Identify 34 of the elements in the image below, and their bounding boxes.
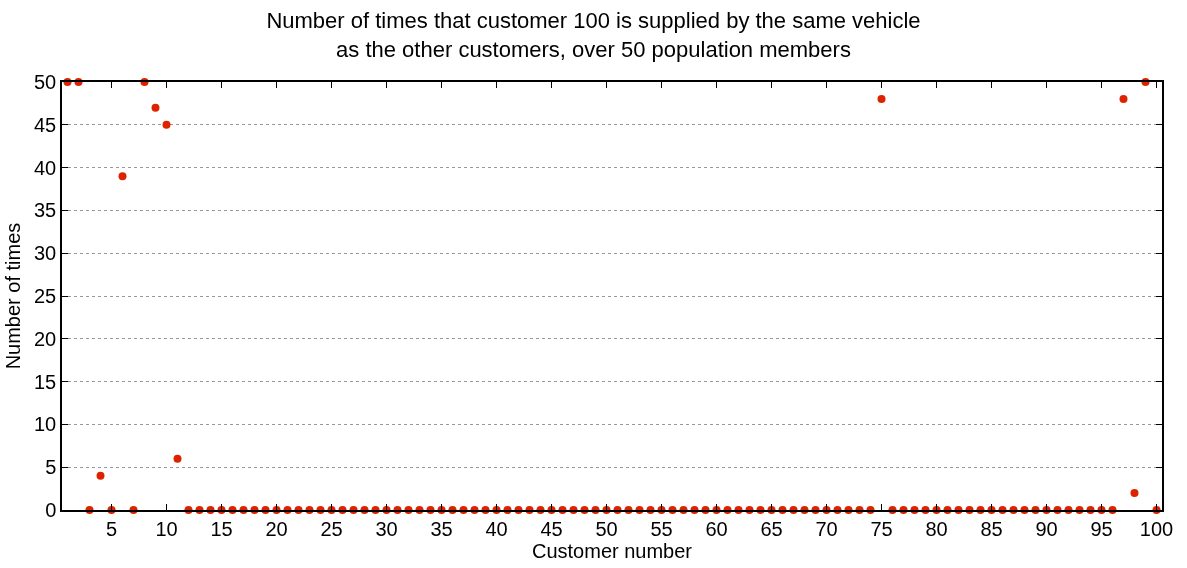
x-tick-label: 40 bbox=[485, 517, 508, 540]
x-tick-label: 65 bbox=[760, 517, 783, 540]
y-axis-title: Number of times bbox=[2, 222, 24, 370]
x-tick-label: 70 bbox=[815, 517, 838, 540]
x-tick-label: 100 bbox=[1139, 517, 1174, 540]
x-tick-label: 50 bbox=[595, 517, 618, 540]
y-tick-label: 0 bbox=[45, 499, 57, 521]
chart-title: Number of times that customer 100 is supplied by the same vehicle as the other customers, over 50 population members bbox=[266, 8, 921, 62]
x-tick-label: 80 bbox=[925, 517, 948, 540]
x-tick-label: 55 bbox=[650, 517, 673, 540]
x-tick-label: 95 bbox=[1090, 517, 1113, 540]
x-tick-label: 85 bbox=[980, 517, 1003, 540]
y-tick-label: 40 bbox=[34, 156, 57, 179]
x-tick-label: 90 bbox=[1035, 517, 1058, 540]
x-tick-label: 75 bbox=[870, 517, 893, 540]
y-tick-label: 30 bbox=[34, 242, 57, 265]
y-tick-label: 10 bbox=[34, 413, 57, 436]
x-tick-label: 15 bbox=[210, 517, 233, 540]
x-tick-label: 35 bbox=[430, 517, 453, 540]
x-tick-label: 25 bbox=[320, 517, 343, 540]
y-tick-label: 50 bbox=[34, 71, 57, 93]
y-tick-label: 35 bbox=[34, 199, 57, 222]
x-axis-title: Customer number bbox=[531, 539, 693, 562]
y-tick-label: 20 bbox=[34, 327, 57, 350]
x-tick-label: 10 bbox=[155, 517, 178, 540]
x-tick-label: 60 bbox=[705, 517, 728, 540]
y-tick-label: 15 bbox=[34, 370, 57, 393]
y-tick-label: 45 bbox=[34, 113, 57, 136]
x-tick-label: 30 bbox=[375, 517, 398, 540]
y-tick-label: 5 bbox=[45, 456, 57, 479]
x-tick-label: 45 bbox=[540, 517, 563, 540]
x-tick-label: 5 bbox=[105, 517, 118, 540]
x-tick-label: 20 bbox=[265, 517, 288, 540]
y-tick-label: 25 bbox=[34, 285, 57, 307]
